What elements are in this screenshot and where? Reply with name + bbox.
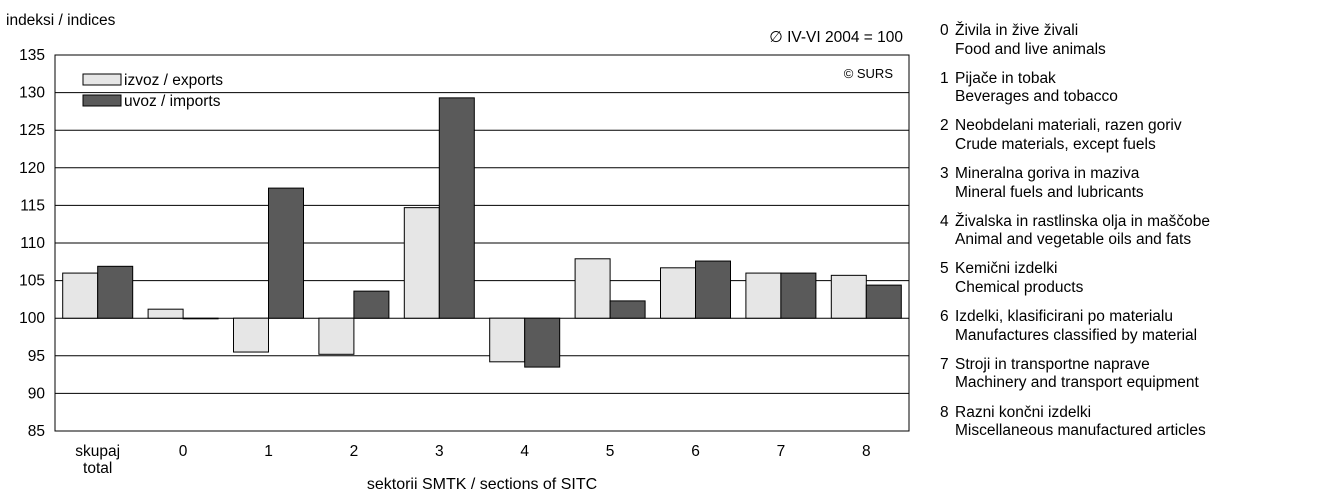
section-code: 2 [940, 117, 949, 135]
x-tick-label: skupaj [75, 443, 120, 460]
bar-exports [233, 317, 269, 353]
section-name-sl: Stroji in transportne naprave [955, 355, 1150, 373]
bar-imports [438, 97, 475, 319]
section-legend-item: 7 Stroji in transportne naprave Machinery … [940, 356, 1320, 393]
x-tick-label: 3 [435, 443, 444, 460]
gridlines [55, 92, 909, 394]
y-tick-label: 125 [19, 122, 45, 139]
bar-imports [268, 187, 304, 319]
y-tick-label: 110 [20, 235, 45, 252]
section-legend-item: 6 Izdelki, klasificirani po materialu Manu… [940, 308, 1320, 345]
x-tick-label: 8 [862, 443, 871, 460]
y-tick-label: 120 [19, 160, 45, 177]
bar-exports [660, 267, 696, 319]
bar-imports [97, 265, 134, 319]
section-name-en: Manufactures classified by material [955, 326, 1198, 344]
bar-imports [353, 290, 390, 319]
section-legend-item: 1 Pijače in tobak Beverages and tobacco [940, 70, 1320, 107]
section-code: 3 [940, 165, 949, 183]
y-tick-label: 85 [28, 423, 45, 440]
bar-exports [830, 274, 867, 319]
bar-exports [745, 272, 782, 319]
section-name-en: Miscellaneous manufactured articles [955, 422, 1206, 439]
y-tick-label: 100 [19, 310, 45, 327]
bar-imports [865, 284, 902, 319]
bar-exports [62, 272, 99, 319]
y-tick-label: 90 [28, 385, 46, 402]
bar-imports [182, 317, 219, 320]
y-axis-ticks: 85 90 95 100 105 110 115 120 125 130 135 [19, 47, 45, 440]
section-name-en: Mineral fuels and lubricants [955, 183, 1144, 201]
section-code: 6 [940, 308, 949, 326]
bar-imports [780, 272, 817, 319]
section-name-sl: Pijače in tobak [955, 69, 1056, 87]
section-legend-item: 8 Razni končni izdelki Miscellaneous manuf… [940, 404, 1320, 441]
section-name-sl: Neobdelani materiali, razen goriv [955, 117, 1182, 135]
plot-frame [54, 54, 910, 432]
section-name-en: Crude materials, except fuels [955, 135, 1156, 153]
section-legend-item: 0 Živila in žive živali Food and live anim… [940, 22, 1320, 59]
section-legend-item: 4 Živalska in rastlinska olja in maščobe A… [940, 213, 1320, 250]
x-tick-label: 7 [777, 443, 786, 460]
section-code: 5 [940, 260, 949, 278]
x-tick-label: 0 [179, 443, 188, 460]
section-code: 8 [940, 403, 949, 421]
legend-swatch-imports [82, 94, 122, 107]
copyright-label: © SURS [844, 66, 894, 81]
bar-imports [524, 317, 561, 368]
y-tick-label: 130 [19, 85, 45, 102]
y-tick-label: 135 [19, 47, 45, 64]
y-tick-label: 105 [19, 273, 45, 290]
x-tick-label: 5 [606, 443, 615, 460]
section-name-en: Machinery and transport equipment [955, 374, 1199, 392]
x-tick-label: 4 [520, 443, 529, 460]
series-legend: izvoz / exports uvoz / imports [82, 72, 223, 110]
section-name-sl: Izdelki, klasificirani po materialu [955, 308, 1173, 326]
section-code: 7 [940, 355, 949, 373]
section-legend: 0 Živila in žive živali Food and live anim… [940, 22, 1320, 451]
section-name-en: Food and live animals [955, 40, 1106, 58]
legend-label: uvoz / imports [124, 93, 221, 110]
bar-exports [489, 317, 526, 363]
section-code: 4 [940, 212, 949, 230]
bars [62, 97, 902, 368]
y-axis-title: indeksi / indices [6, 12, 116, 29]
section-name-en: Chemical products [955, 278, 1084, 296]
bar-exports [403, 207, 440, 319]
bar-exports [318, 317, 355, 355]
bar-exports [147, 308, 184, 319]
base-note: ∅ IV-VI 2004 = 100 [769, 29, 903, 46]
section-legend-item: 3 Mineralna goriva in maziva Mineral fuels… [940, 165, 1320, 202]
section-name-en: Beverages and tobacco [955, 88, 1118, 106]
x-tick-label: 2 [350, 443, 359, 460]
bar-imports [609, 300, 646, 319]
section-legend-item: 2 Neobdelani materiali, razen goriv Crude … [940, 117, 1320, 154]
bar-chart: indeksi / indices ∅ IV-VI 2004 = 100 © S… [6, 12, 910, 493]
section-code: 0 [940, 22, 949, 39]
y-tick-label: 95 [28, 348, 45, 365]
x-tick-label: 1 [264, 443, 273, 460]
section-name-sl: Razni končni izdelki [955, 403, 1092, 421]
legend-swatch-exports [82, 73, 122, 86]
section-name-en: Animal and vegetable oils and fats [955, 231, 1192, 249]
section-name-sl: Kemični izdelki [955, 260, 1058, 278]
section-name-sl: Živila in žive živali [955, 22, 1079, 39]
y-tick-label: 115 [20, 197, 45, 214]
bar-exports [574, 258, 611, 319]
x-tick-label: 6 [691, 443, 700, 460]
section-name-sl: Živalska in rastlinska olja in maščobe [955, 212, 1210, 230]
x-axis-title: sektorii SMTK / sections of SITC [367, 476, 597, 493]
section-code: 1 [940, 69, 949, 87]
bar-imports [695, 260, 731, 319]
section-name-sl: Mineralna goriva in maziva [955, 165, 1140, 183]
legend-label: izvoz / exports [124, 72, 223, 89]
section-legend-item: 5 Kemični izdelki Chemical products [940, 260, 1320, 297]
x-tick-label: total [83, 460, 112, 477]
